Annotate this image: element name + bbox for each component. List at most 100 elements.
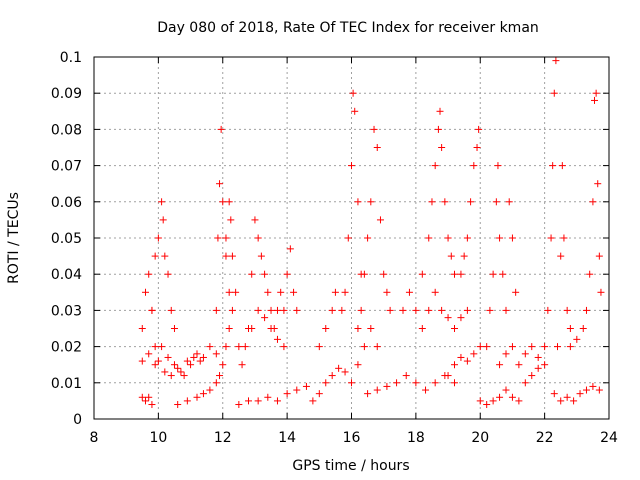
data-point [425,234,433,242]
data-point [502,386,510,394]
data-point [232,288,240,296]
data-point [441,198,449,206]
data-point [467,198,475,206]
y-tick-label: 0.04 [51,267,82,283]
data-point [277,288,285,296]
data-point [521,350,529,358]
data-point [222,234,230,242]
data-point [145,393,153,401]
data-point [541,361,549,369]
data-point [241,343,249,351]
data-point [489,270,497,278]
data-point [227,216,235,224]
data-point [496,234,504,242]
data-point [402,372,410,380]
data-point [528,343,536,351]
data-point [582,306,590,314]
data-point [212,306,220,314]
data-point [463,357,471,365]
data-point [206,343,214,351]
data-point [302,382,310,390]
data-point [273,335,281,343]
data-point [283,390,291,398]
data-point [386,306,394,314]
data-point [267,325,275,332]
chart-title: Day 080 of 2018, Rate Of TEC Index for r… [157,20,539,36]
data-point [486,306,494,314]
data-point [341,288,349,296]
y-tick-label: 0.08 [51,122,82,138]
data-point [261,314,269,322]
data-point [161,252,169,260]
data-point [235,401,243,409]
data-point [589,198,597,206]
data-point [570,397,578,405]
data-point [183,357,191,365]
data-point [190,353,198,361]
data-point [512,288,520,296]
data-point [592,89,600,97]
data-point [434,125,442,133]
data-point [431,288,439,296]
data-point [373,386,381,394]
data-point [228,306,236,314]
data-point [549,162,557,170]
x-tick-label: 24 [600,430,618,446]
data-point [351,107,359,115]
y-tick-label: 0.03 [51,303,82,319]
data-point [193,393,201,401]
data-point [418,325,426,332]
data-point [170,361,178,369]
data-point [373,144,381,151]
data-point [447,252,455,260]
data-point [354,361,362,369]
y-tick-label: 0.1 [60,50,82,66]
y-tick-labels: 0 0.01 0.02 0.03 0.04 0.05 0.06 0.07 0.08 0.09 0.1 [51,50,82,428]
data-point [341,368,349,376]
data-point [245,397,252,405]
data-point [496,361,504,369]
data-point [254,397,262,405]
data-point [309,397,317,405]
data-point [528,372,536,380]
data-point [591,96,599,104]
data-point [167,306,175,314]
data-point [483,401,491,409]
data-point [508,393,516,401]
data-point [457,270,465,278]
data-point [557,397,565,405]
x-tick-label: 22 [536,430,554,446]
data-point [534,353,542,361]
data-point [457,314,465,322]
data-point [293,386,301,394]
data-point [557,252,565,260]
y-axis-title: ROTI / TECUs [6,192,22,284]
data-point [187,361,195,369]
data-point [383,288,391,296]
data-point [405,288,413,296]
data-point [161,368,169,376]
data-point [138,357,146,365]
x-tick-label: 8 [90,430,99,446]
x-tick-label: 20 [471,430,489,446]
data-point [494,162,502,170]
data-point [280,306,288,314]
data-point [273,397,281,405]
data-point [293,306,301,314]
data-point [217,125,225,133]
data-point [148,401,156,409]
data-point [264,393,272,401]
x-tick-label: 12 [214,430,232,446]
data-point [225,198,233,206]
data-point [199,353,207,361]
data-point [225,288,233,296]
data-point [573,335,581,343]
data-point [154,234,162,242]
data-point [354,325,362,332]
data-point [254,306,262,314]
data-point [558,162,566,170]
data-point [174,401,182,409]
data-point [158,343,166,351]
data-point [521,379,529,387]
y-tick-label: 0.06 [51,195,82,211]
